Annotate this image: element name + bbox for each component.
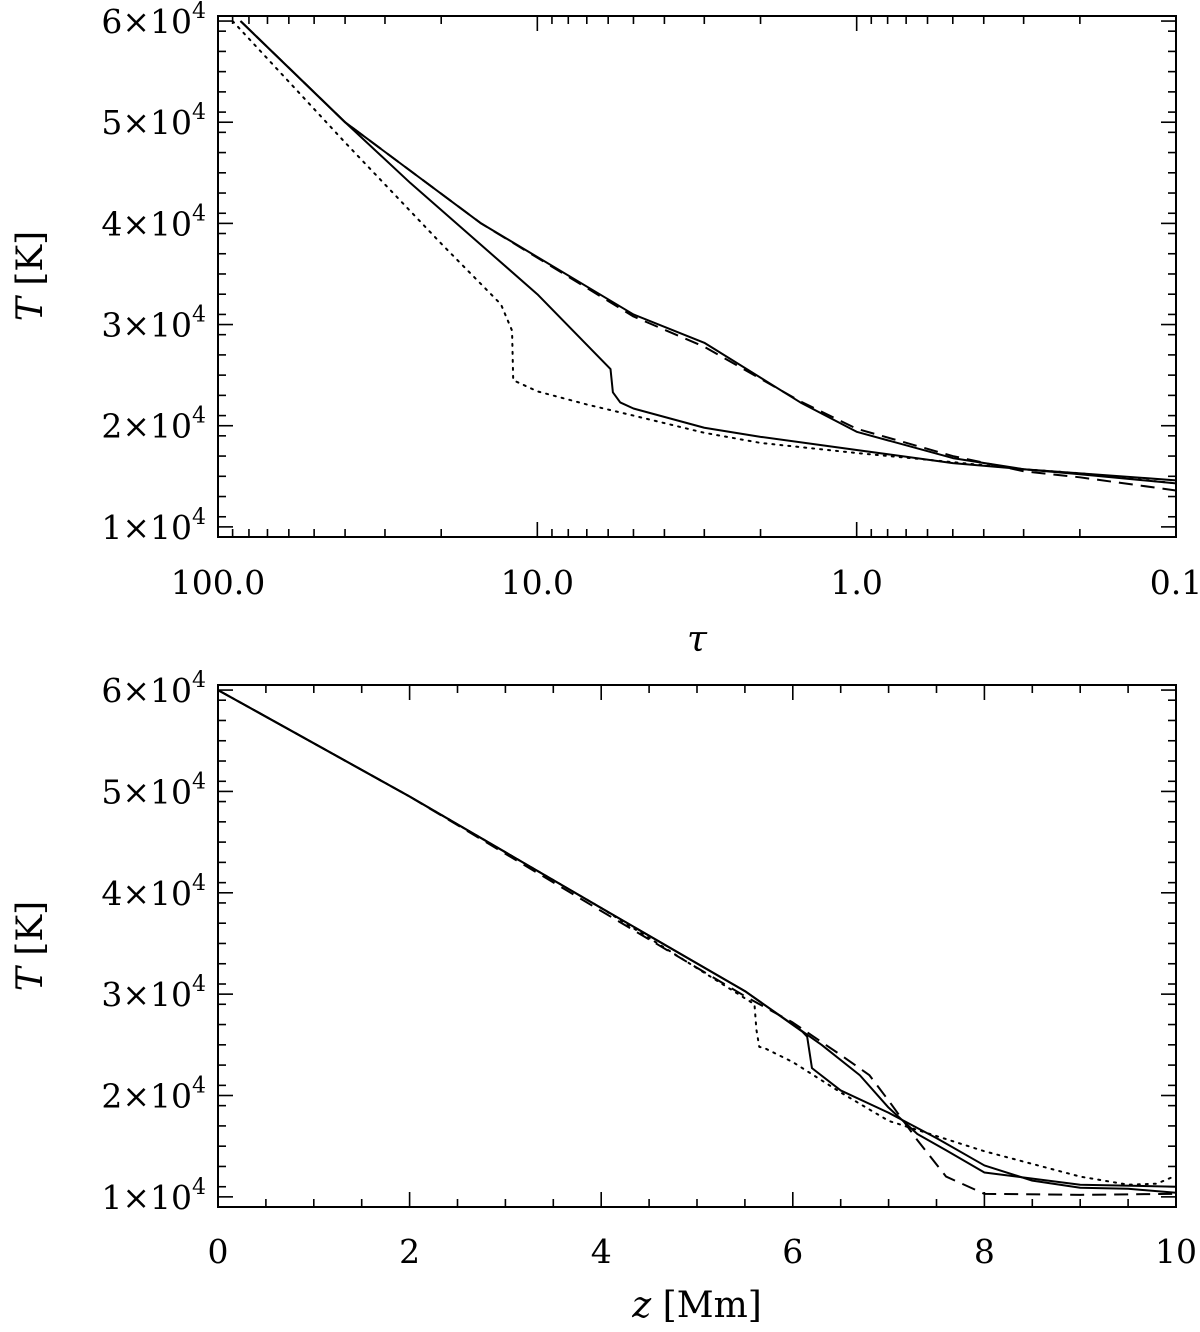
y-tick-mantissa: 4×10 [101,204,192,243]
top-panel-tau: 100.0 10.0 1.0 0.11×1042×1043×1044×1045×104… [10,0,1200,660]
y-tick-label: 6×104 [101,668,206,710]
y-tick-label: 1×104 [101,505,206,547]
y-tick-exponent: 4 [192,100,206,125]
series-line-solid-0 [218,689,1176,1188]
series-line-solid-1 [218,689,1176,1194]
y-tick-exponent: 4 [192,1175,206,1200]
series-line-dashed-2 [218,689,1176,1196]
x-tick-label: 10.0 [501,563,574,602]
y-tick-mantissa: 5×10 [101,772,192,811]
y-tick-exponent: 4 [192,0,206,24]
y-axis-unit: [K] [10,231,51,286]
series-line-dashed-2 [239,20,1176,492]
x-tick-label: 1.0 [830,563,882,602]
x-tick-label: 4 [591,1232,612,1271]
x-tick-label: 100.0 [171,563,265,602]
y-tick-exponent: 4 [192,1074,206,1099]
y-tick-mantissa: 3×10 [101,306,192,345]
x-tick-label: 2 [399,1232,420,1271]
plot-frame [217,684,1177,1208]
y-tick-label: 3×104 [101,303,206,345]
y-tick-mantissa: 2×10 [101,407,192,446]
y-tick-mantissa: 3×10 [101,975,192,1014]
x-axis-symbol: z [631,1285,662,1326]
y-tick-exponent: 4 [192,769,206,794]
y-tick-exponent: 4 [192,404,206,429]
y-axis-unit: [K] [10,901,51,956]
plot-frame [217,15,1177,538]
y-tick-exponent: 4 [192,505,206,530]
y-tick-mantissa: 4×10 [101,874,192,913]
x-tick-label: 8 [974,1232,995,1271]
x-tick-label: 10 [1155,1232,1197,1271]
y-tick-exponent: 4 [192,303,206,328]
y-tick-label: 5×104 [101,100,206,142]
y-tick-label: 3×104 [101,972,206,1014]
y-tick-exponent: 4 [192,972,206,997]
series-line-solid-1 [239,20,1176,485]
x-axis-unit: [Mm] [663,1285,762,1326]
x-tick-label: 0 [208,1232,229,1271]
y-tick-label: 2×104 [101,1074,206,1116]
y-tick-label: 4×104 [101,201,206,243]
y-tick-label: 5×104 [101,769,206,811]
y-tick-exponent: 4 [192,871,206,896]
x-axis-title: z [Mm] [631,1285,762,1326]
y-tick-label: 1×104 [101,1175,206,1217]
x-axis-title: τ [687,619,708,660]
y-axis-symbol: T [10,956,51,991]
y-tick-mantissa: 5×10 [101,103,192,142]
y-tick-mantissa: 6×10 [101,671,192,710]
y-tick-exponent: 4 [192,201,206,226]
y-tick-label: 6×104 [101,0,206,41]
y-tick-label: 2×104 [101,404,206,446]
y-tick-exponent: 4 [192,668,206,693]
series-line-solid-0 [239,20,1176,482]
y-axis-symbol: T [10,286,51,321]
y-tick-mantissa: 1×10 [101,1178,192,1217]
y-tick-mantissa: 1×10 [101,508,192,547]
y-tick-mantissa: 6×10 [101,2,192,41]
x-tick-label: 6 [782,1232,803,1271]
series-line-dotted-3 [231,20,1176,485]
y-tick-mantissa: 2×10 [101,1077,192,1116]
y-tick-label: 4×104 [101,871,206,913]
series-line-dotted-3 [218,689,1176,1186]
x-tick-label: 0.1 [1150,563,1200,602]
y-axis-title: T [K] [10,901,51,991]
y-axis-title: T [K] [10,231,51,321]
